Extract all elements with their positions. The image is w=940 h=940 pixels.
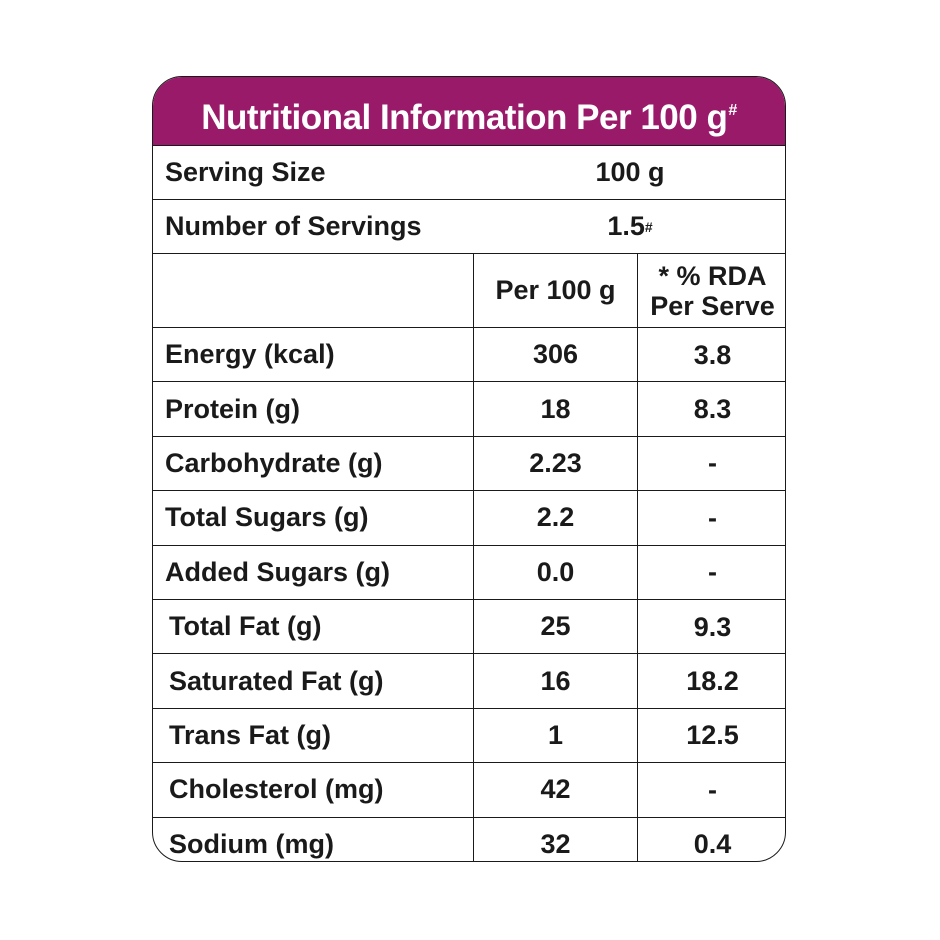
rda-column-header: * % RDA Per Serve — [637, 254, 785, 327]
per100-value: 306 — [473, 328, 637, 382]
table-row: Added Sugars (g) 0.0- — [153, 544, 785, 599]
servings-row: Number of Servings 1.5 # — [153, 199, 785, 253]
table-row: Saturated Fat (g) 16 18.2 — [153, 653, 785, 708]
table-row: Total Fat (g) 25 9.3 — [153, 599, 785, 654]
per100-value: 1 — [473, 708, 637, 763]
per100-value: 2.2 — [473, 491, 637, 545]
per100-value: 16 — [473, 654, 637, 708]
nutrient-label: Added Sugars (g) — [165, 556, 391, 587]
nutrient-label: Sodium (mg) — [169, 828, 334, 859]
column-header-row: Per 100 g * % RDA Per Serve — [153, 253, 785, 327]
table-row: Energy (kcal) 306 3.8 — [153, 327, 785, 382]
rda-value: - — [637, 763, 785, 817]
serving-size-row: Serving Size 100 g — [153, 145, 785, 199]
servings-label: Number of Servings — [165, 211, 422, 241]
servings-value: 1.5 # — [473, 200, 785, 253]
table-row: Sodium (mg) 32 0.4 — [153, 816, 785, 861]
rda-value: 0.4 — [637, 817, 785, 861]
rda-header-line1: * % RDA — [658, 260, 767, 291]
title-footnote-mark: # — [728, 102, 737, 119]
rda-value: 18.2 — [637, 654, 785, 708]
nutrient-label: Saturated Fat (g) — [169, 665, 384, 696]
rda-value: - — [637, 436, 785, 491]
per100-value: 42 — [473, 763, 637, 817]
serving-size-label: Serving Size — [165, 157, 326, 187]
table-row: Cholesterol (mg) 42- — [153, 762, 785, 817]
table-row: Carbohydrate (g) 2.23- — [153, 435, 785, 491]
rda-value: 3.8 — [637, 328, 785, 382]
rda-value: 12.5 — [637, 708, 785, 763]
nutrient-label: Energy (kcal) — [165, 339, 335, 370]
serving-size-value: 100 g — [595, 157, 665, 187]
panel-title-text: Nutritional Information Per 100 g — [201, 98, 728, 137]
rda-value: - — [637, 545, 785, 599]
nutrient-label: Cholesterol (mg) — [169, 774, 384, 805]
per100-value: 0.0 — [473, 545, 637, 599]
nutrient-label: Total Sugars (g) — [165, 502, 369, 533]
nutrition-panel: Nutritional Information Per 100 g# Servi… — [152, 76, 786, 862]
per100-value: 2.23 — [473, 436, 637, 491]
table-row: Total Sugars (g) 2.2- — [153, 490, 785, 545]
panel-title: Nutritional Information Per 100 g# — [153, 77, 785, 145]
rda-header-line2: Per Serve — [650, 290, 775, 321]
per100-value: 25 — [473, 600, 637, 654]
servings-footnote-mark: # — [644, 218, 653, 235]
nutrient-label: Trans Fat (g) — [169, 719, 332, 750]
table-row: Trans Fat (g) 1 12.5 — [153, 707, 785, 763]
per100-value: 18 — [473, 382, 637, 436]
nutrient-label: Total Fat (g) — [169, 611, 322, 642]
nutrient-label: Protein (g) — [165, 393, 300, 424]
rda-value: 9.3 — [637, 600, 785, 654]
rda-value: 8.3 — [637, 382, 785, 436]
rda-value: - — [637, 491, 785, 545]
per100-column-header: Per 100 g — [473, 254, 637, 327]
nutrient-label: Carbohydrate (g) — [165, 447, 383, 478]
servings-number: 1.5 — [607, 211, 645, 241]
table-row: Protein (g) 18 8.3 — [153, 381, 785, 436]
per100-value: 32 — [473, 817, 637, 861]
